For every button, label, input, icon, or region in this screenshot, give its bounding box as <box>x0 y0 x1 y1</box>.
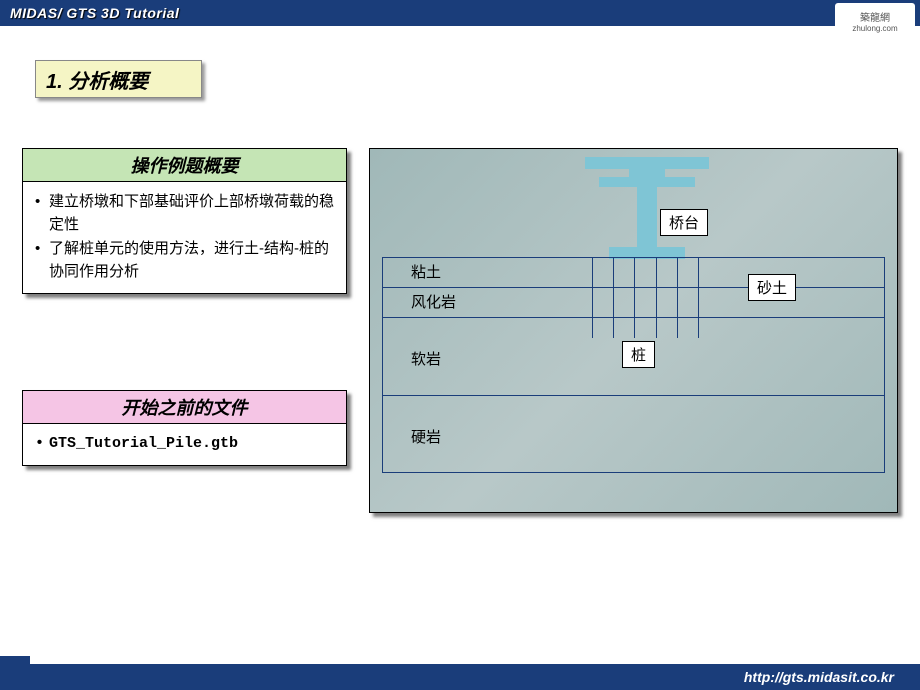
logo-line2: zhulong.com <box>852 24 897 33</box>
label-pile: 桩 <box>622 341 655 368</box>
logo: 築龍網 zhulong.com <box>835 3 915 38</box>
files-header: 开始之前的文件 <box>23 391 346 424</box>
pile-line <box>613 258 614 338</box>
overview-body: 建立桥墩和下部基础评价上部桥墩荷载的稳定性 了解桩单元的使用方法，进行土-结构-… <box>23 182 346 293</box>
section-title: 1. 分析概要 <box>35 60 202 98</box>
footer-bar: http://gts.midasit.co.kr <box>0 664 920 690</box>
left-column: 操作例题概要 建立桥墩和下部基础评价上部桥墩荷载的稳定性 了解桩单元的使用方法，… <box>22 148 347 640</box>
logo-line1: 築龍網 <box>860 9 890 24</box>
overview-header: 操作例题概要 <box>23 149 346 182</box>
files-panel: 开始之前的文件 GTS_Tutorial_Pile.gtb <box>22 390 347 466</box>
content-area: 操作例题概要 建立桥墩和下部基础评价上部桥墩荷载的稳定性 了解桩单元的使用方法，… <box>22 148 898 640</box>
overview-item: 了解桩单元的使用方法，进行土-结构-桩的协同作用分析 <box>35 237 334 284</box>
diagram-wrapper: 粘土 风化岩 软岩 硬岩 桥台 砂土 桩 <box>369 148 898 640</box>
file-item: GTS_Tutorial_Pile.gtb <box>35 432 334 455</box>
pile-line <box>656 258 657 338</box>
label-sand: 砂土 <box>748 274 796 301</box>
label-abutment: 桥台 <box>660 209 708 236</box>
header-left: MIDAS/ GTS 3D Tutorial <box>10 5 179 21</box>
footer-url: http://gts.midasit.co.kr <box>744 669 894 685</box>
stratum-row: 硬岩 <box>382 395 885 473</box>
pile-line <box>677 258 678 338</box>
pile-line <box>634 258 635 338</box>
piles-group <box>592 258 699 338</box>
pile-line <box>698 258 699 338</box>
header-bar: MIDAS/ GTS 3D Tutorial MIDAS IT <box>0 0 920 26</box>
overview-panel: 操作例题概要 建立桥墩和下部基础评价上部桥墩荷载的稳定性 了解桩单元的使用方法，… <box>22 148 347 294</box>
files-body: GTS_Tutorial_Pile.gtb <box>23 424 346 465</box>
overview-item: 建立桥墩和下部基础评价上部桥墩荷载的稳定性 <box>35 190 334 237</box>
diagram: 粘土 风化岩 软岩 硬岩 桥台 砂土 桩 <box>369 148 898 513</box>
pile-line <box>592 258 593 338</box>
